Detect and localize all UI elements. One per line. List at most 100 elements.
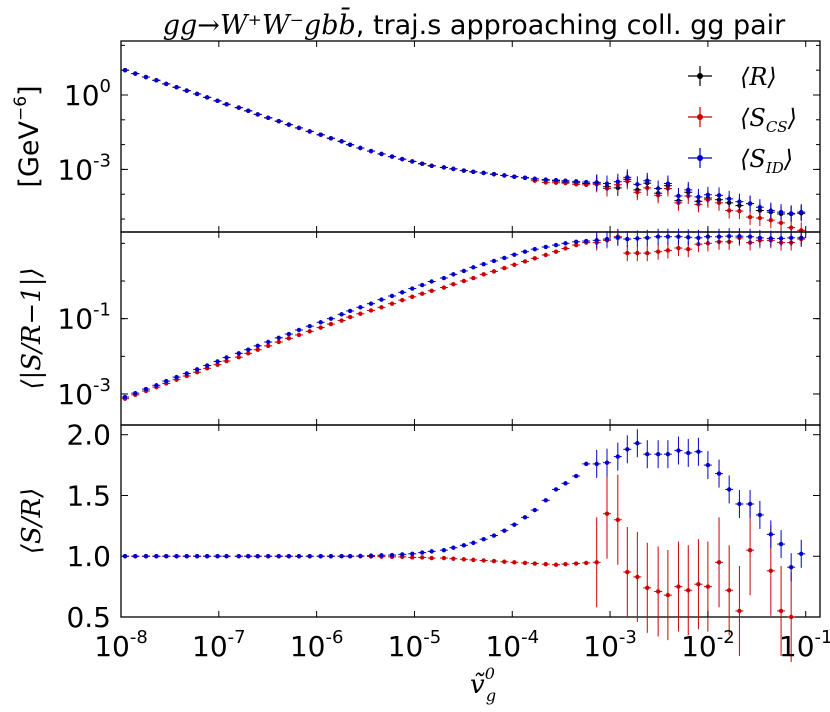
data-point — [389, 552, 395, 558]
data-point — [757, 204, 763, 210]
data-point — [379, 553, 384, 558]
data-point — [347, 554, 353, 559]
data-point — [400, 297, 405, 303]
data-point — [204, 95, 210, 100]
data-point — [594, 180, 599, 185]
data-point — [532, 507, 538, 513]
data-point — [154, 78, 159, 83]
data-point — [788, 614, 794, 620]
data-point — [368, 301, 374, 306]
data-point — [757, 512, 763, 518]
data-point — [379, 151, 384, 157]
data-point — [696, 194, 701, 200]
data-point — [215, 359, 220, 364]
data-point — [726, 208, 732, 213]
data-point — [645, 250, 650, 256]
x-tick-base: 10 — [779, 630, 815, 663]
data-point — [307, 129, 312, 134]
data-point — [788, 225, 794, 230]
data-point — [716, 193, 722, 198]
data-point — [461, 543, 467, 548]
y-tick-base: 0.5 — [66, 601, 111, 634]
data-point — [441, 275, 447, 281]
data-point — [419, 550, 425, 555]
data-point — [400, 290, 405, 295]
y-label-base: [GeV — [14, 121, 45, 188]
data-point — [255, 343, 260, 349]
data-point — [215, 98, 220, 104]
data-point — [286, 122, 292, 127]
legend-sub: CS — [766, 118, 788, 136]
x-tick-label-1: 10-7 — [192, 627, 246, 663]
data-point — [122, 554, 128, 559]
data-point — [339, 318, 344, 323]
legend-marker-S_ID — [697, 155, 703, 161]
series-R-top — [121, 67, 806, 222]
chart-title: gg→W⁺W⁻gbb̄, traj.s approaching coll. gg… — [163, 6, 786, 41]
y-tick-label-bottom-0: 0.5 — [66, 601, 111, 634]
data-point — [471, 557, 476, 563]
legend-base: ⟨R⟩ — [740, 63, 777, 91]
panel-middle: 10-110-3⟨|S/R−1|⟩ — [17, 228, 821, 426]
data-point — [635, 250, 640, 256]
y-tick-exp: -3 — [93, 375, 111, 396]
y-label-top: [GeV−6] — [11, 85, 45, 187]
legend-label-S_ID: ⟨SID⟩ — [740, 145, 793, 177]
panel-bottom: 0.5 1.0 1.5 2.0 ⟨S/R⟩ — [17, 419, 821, 662]
series-S_ID-middle — [121, 228, 806, 400]
data-point — [236, 554, 241, 559]
data-point — [604, 460, 610, 465]
x-tick-label-2: 10-6 — [290, 627, 344, 663]
data-point — [441, 285, 447, 290]
data-point — [512, 560, 517, 565]
y-label-bottom: ⟨S/R⟩ — [17, 488, 47, 554]
data-point — [788, 564, 794, 570]
data-point — [419, 282, 425, 288]
svg-text:ṽ0g: ṽ0 g — [470, 664, 496, 705]
data-point — [224, 554, 229, 559]
data-point — [410, 294, 415, 300]
data-point — [255, 554, 260, 559]
data-point — [726, 233, 732, 239]
data-point — [389, 301, 395, 306]
data-point — [676, 193, 681, 199]
data-point — [543, 244, 548, 250]
data-point — [204, 363, 210, 368]
data-point — [215, 362, 220, 367]
y-tick-label-bottom-3: 2.0 — [66, 419, 111, 452]
data-point — [665, 181, 671, 186]
legend-base: ⟨S — [740, 104, 766, 132]
data-point — [604, 511, 610, 516]
data-point — [441, 555, 447, 561]
x-tick-exp: -6 — [325, 627, 343, 648]
y-tick-base: 10 — [57, 303, 93, 336]
data-point — [686, 235, 691, 240]
data-point — [625, 236, 630, 242]
data-point — [296, 332, 302, 338]
data-point — [133, 71, 138, 76]
data-point — [339, 312, 344, 317]
y-tick-base: 2.0 — [66, 419, 111, 452]
x-tick-base: 10 — [681, 630, 717, 663]
data-point — [573, 473, 579, 479]
data-point — [573, 561, 579, 566]
data-point — [512, 174, 517, 179]
data-point — [757, 215, 763, 221]
data-point — [224, 355, 229, 360]
data-point — [512, 262, 517, 267]
data-point — [339, 554, 344, 559]
data-point — [347, 142, 353, 147]
data-point — [615, 179, 621, 184]
x-tick-exp: -3 — [619, 627, 637, 648]
data-point — [339, 139, 344, 144]
data-point — [625, 250, 630, 256]
data-point — [696, 235, 701, 241]
data-point — [604, 236, 610, 242]
data-point — [194, 554, 200, 559]
data-point — [716, 560, 722, 565]
data-point — [799, 209, 804, 215]
data-point — [328, 321, 334, 327]
data-point — [143, 386, 149, 392]
legend-marker-R — [697, 73, 703, 79]
data-point — [368, 308, 374, 313]
